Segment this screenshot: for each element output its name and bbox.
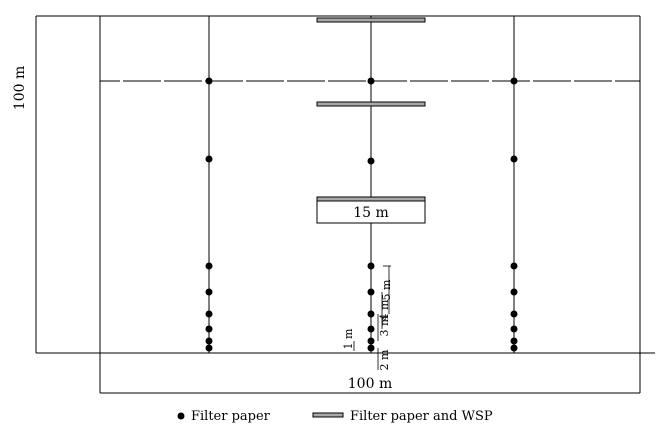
height-dimension-label: 100 m: [12, 66, 28, 110]
dot-left-2: [205, 155, 213, 163]
wsp-strip-lower: [316, 196, 426, 202]
dot-left-5: [205, 310, 213, 318]
dot-right-1: [510, 77, 518, 85]
spacing-dimension-brackets: [353, 265, 391, 370]
dot-center-8: [367, 344, 375, 352]
legend-dot-icon: [177, 412, 185, 420]
dot-center-3: [367, 262, 375, 270]
dot-center-6: [367, 325, 375, 333]
dot-right-7: [510, 337, 518, 345]
transects: [208, 16, 515, 353]
dot-left-6: [205, 325, 213, 333]
dot-left-7: [205, 337, 213, 345]
legend: Filter paper Filter paper and WSP: [177, 409, 493, 424]
dot-center-5: [367, 310, 375, 318]
filter-paper-dots: [205, 77, 518, 352]
box-15m-label: 15 m: [353, 205, 389, 221]
wsp-strip-middle: [316, 101, 426, 107]
dot-right-4: [510, 288, 518, 296]
dim-4m-label: 4 m: [378, 299, 391, 320]
dot-left-4: [205, 288, 213, 296]
dot-center-1: [367, 77, 375, 85]
dot-right-2: [510, 155, 518, 163]
legend-strip-icon: [312, 412, 344, 418]
dim-5m-label: 5 m: [380, 279, 393, 300]
dot-left-8: [205, 344, 213, 352]
dot-center-4: [367, 288, 375, 296]
width-dimension-label: 100 m: [348, 376, 392, 392]
legend-filter-paper-wsp: Filter paper and WSP: [350, 409, 493, 424]
dot-right-3: [510, 262, 518, 270]
legend-filter-paper: Filter paper: [191, 409, 271, 424]
dim-1m-label: 1 m: [342, 328, 355, 349]
dim-2m-label: 2 m: [378, 349, 391, 370]
box-15m: [316, 200, 426, 224]
dim-3m-label: 3 m: [378, 315, 391, 336]
wsp-strip-top: [316, 17, 426, 23]
dot-center-7: [367, 337, 375, 345]
dot-left-3: [205, 262, 213, 270]
dot-right-5: [510, 310, 518, 318]
dot-center-2: [367, 157, 375, 165]
field-frame: [35, 15, 655, 394]
dot-left-1: [205, 77, 213, 85]
dot-right-6: [510, 325, 518, 333]
dot-right-8: [510, 344, 518, 352]
